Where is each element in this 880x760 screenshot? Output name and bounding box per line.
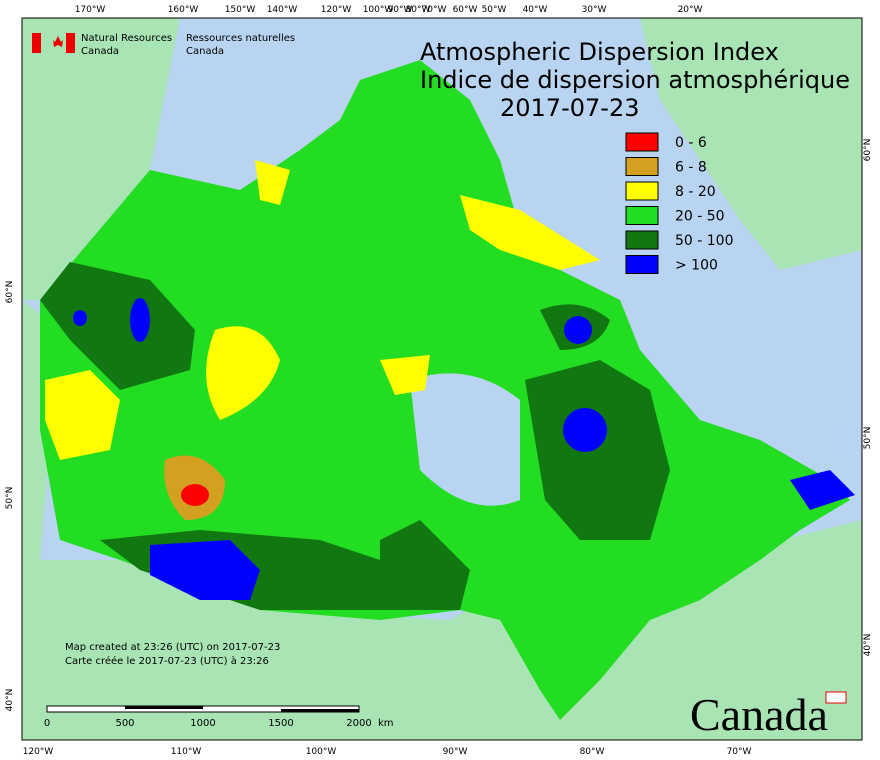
longitude-label: 150°W [225,5,256,15]
legend-label: 20 - 50 [675,209,725,225]
created-en: Map created at 23:26 (UTC) on 2017-07-23 [65,642,280,653]
scale-bar [125,706,203,709]
zone-8-20 [255,160,290,205]
legend-label: 50 - 100 [675,233,734,249]
agency-fr: Canada [186,46,224,57]
graticule-labels: 170°W 160°W 150°W 140°W 120°W 100°W90°W80°W70… [5,5,873,757]
greenland [640,18,862,270]
scale-labels: 0 500 1000 1500 2000 [44,718,372,729]
latitude-label: 40°N [863,634,873,657]
longitude-label: 140°W [267,5,298,15]
zone-over-100 [564,316,592,344]
longitude-label: 100°W [363,5,394,15]
alaska [22,18,180,300]
scale-label: 1000 [190,718,215,729]
longitude-label: 80°W [580,747,605,757]
zone-over-100 [73,310,87,326]
flag-bar [66,33,75,53]
zone-over-100 [563,408,607,452]
scale-bar [281,709,359,712]
legend-swatch [625,132,659,152]
title-en: Atmospheric Dispersion Index [420,38,779,66]
wordmark: Canada [690,689,828,740]
latitude-label: 60°N [863,139,873,162]
legend: 0 - 6 6 - 8 8 - 20 20 - 50 50 - 100 > 100 [625,132,734,274]
longitude-label: 100°W [306,747,337,757]
agency-en: Canada [81,46,119,57]
flag-bar [32,33,41,53]
maple-leaf [53,36,63,47]
longitude-label: 40°W [523,5,548,15]
wordmark-flag [825,691,847,704]
legend-label: 0 - 6 [675,135,707,151]
longitude-label: 120°W [321,5,352,15]
longitude-label: 160°W [168,5,199,15]
latitude-label: 50°N [5,487,15,510]
scale-label: 1500 [268,718,293,729]
legend-label: 8 - 20 [675,184,716,200]
agency-fr: Ressources naturelles [186,33,295,44]
created-fr: Carte créée le 2017-07-23 (UTC) à 23:26 [65,655,269,667]
scale-bar [46,705,360,713]
longitude-label: 60°W [453,5,478,15]
scale-unit: km [378,718,394,729]
title-fr: Indice de dispersion atmosphérique [420,66,850,94]
legend-swatch [625,230,659,250]
longitude-label: 170°W [75,5,106,15]
zone-50-100 [525,360,670,540]
legend-label: 6 - 8 [675,160,707,176]
scale-label: 0 [44,718,50,729]
legend-swatch [625,206,659,225]
zone-8-20 [206,326,280,420]
zone-50-100 [380,520,470,610]
zone-over-100 [150,540,260,600]
latitude-label: 40°N [5,689,15,712]
scale-label: 500 [115,718,134,729]
usa [22,300,862,740]
latitude-label: 60°N [5,281,15,304]
longitude-label: 50°W [482,5,507,15]
legend-swatch [625,255,659,274]
latitude-label: 50°N [863,427,873,450]
longitude-label: 110°W [171,747,202,757]
longitude-label: 20°W [678,5,703,15]
legend-swatch [625,157,659,176]
map-frame [21,17,863,741]
scale-label: 2000 [346,718,371,729]
longitude-label: 120°W [23,747,54,757]
zone-over-100 [790,470,855,510]
longitude-label: 90°W [443,747,468,757]
zone-8-20 [460,195,600,270]
legend-swatch [625,181,659,201]
date: 2017-07-23 [500,94,639,122]
zone-50-100 [40,262,195,390]
legend-label: > 100 [675,258,718,274]
agency-en: Natural Resources [81,33,172,44]
longitude-label: 70°W [422,5,447,15]
zone-over-100 [130,298,150,342]
zone-0-6 [181,484,209,506]
zone-8-20 [380,355,430,395]
longitude-label: 80°W [406,5,431,15]
longitude-label: 70°W [727,747,752,757]
zone-8-20 [45,370,120,460]
longitude-label: 30°W [582,5,607,15]
hudson-bay [410,373,520,506]
longitude-label: 90°W [388,5,413,15]
